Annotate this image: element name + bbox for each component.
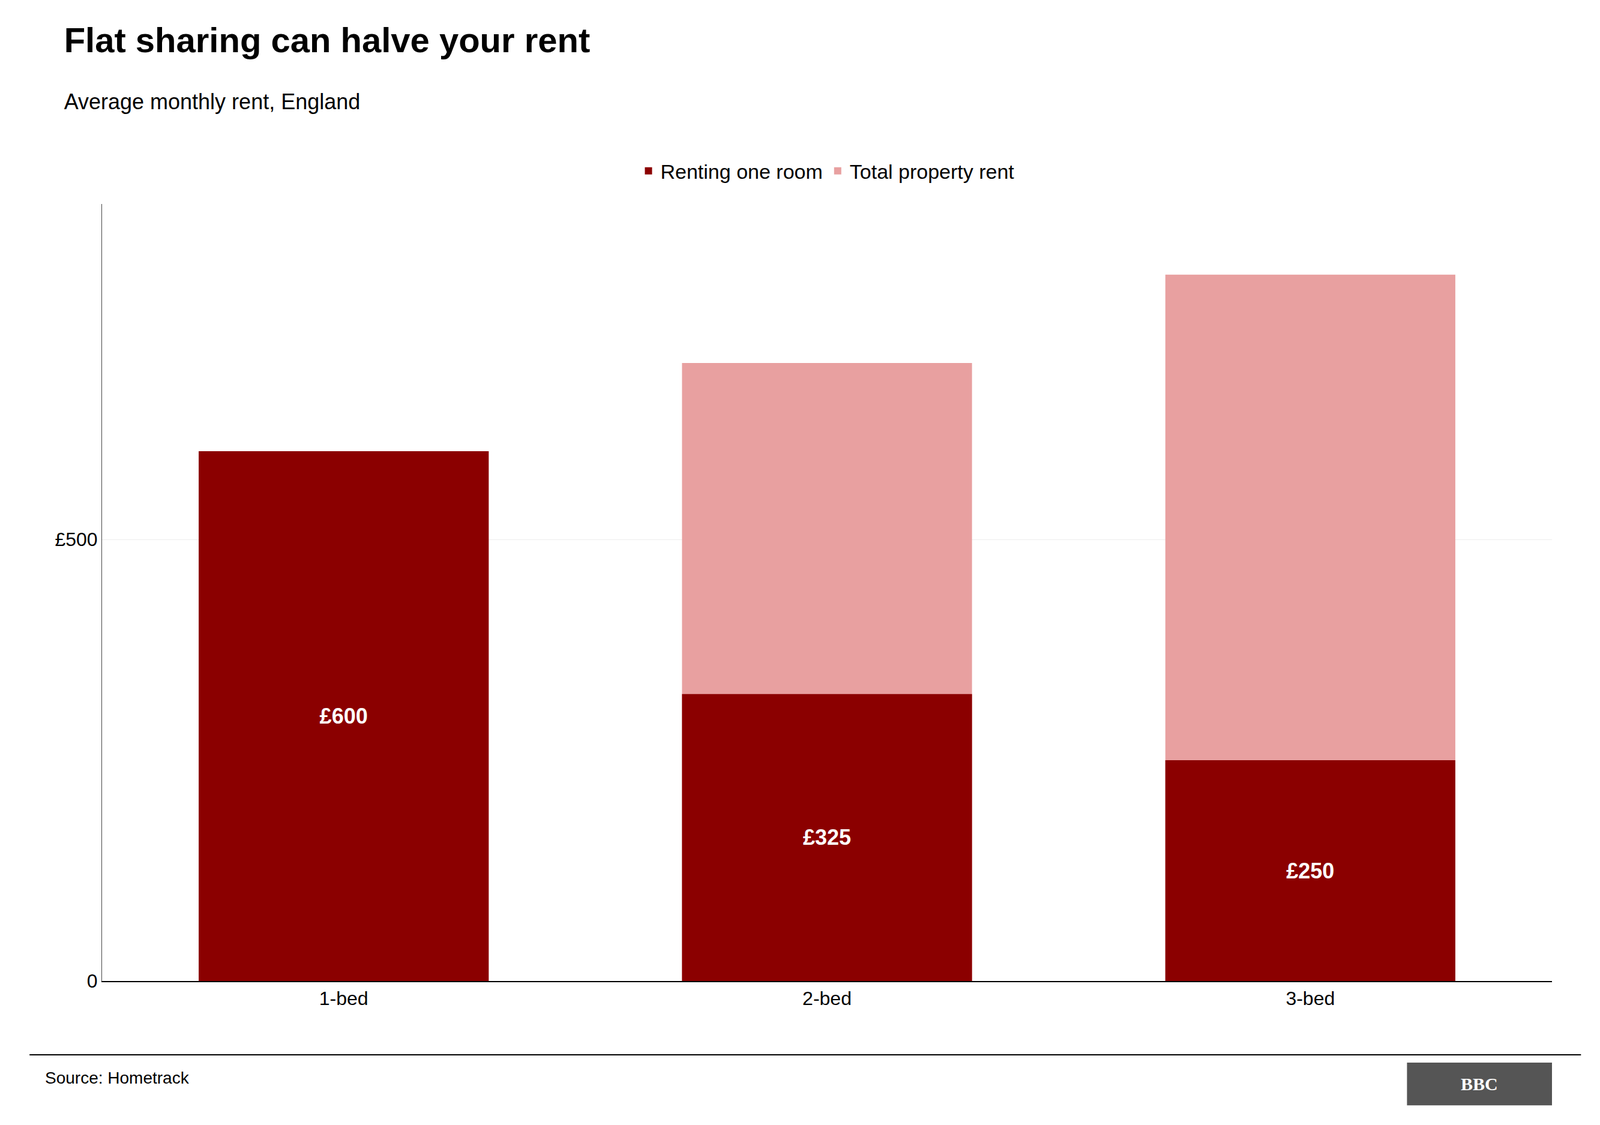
svg-text:Total property rent: Total property rent (849, 160, 1015, 184)
svg-text:1-bed: 1-bed (319, 987, 369, 1010)
svg-text:BBC: BBC (1460, 1074, 1498, 1095)
svg-text:Average monthly rent, England: Average monthly rent, England (64, 89, 361, 115)
svg-text:2-bed: 2-bed (802, 987, 852, 1010)
svg-text:£600: £600 (319, 703, 368, 729)
svg-text:Flat sharing can halve your re: Flat sharing can halve your rent (64, 20, 591, 60)
svg-text:Renting one room: Renting one room (660, 160, 823, 184)
svg-text:£250: £250 (1286, 858, 1335, 884)
svg-text:3-bed: 3-bed (1285, 987, 1335, 1010)
svg-text:0: 0 (87, 970, 98, 993)
svg-text:Source: Hometrack: Source: Hometrack (45, 1068, 190, 1088)
svg-text:£325: £325 (803, 825, 852, 850)
svg-text:£500: £500 (54, 528, 98, 551)
